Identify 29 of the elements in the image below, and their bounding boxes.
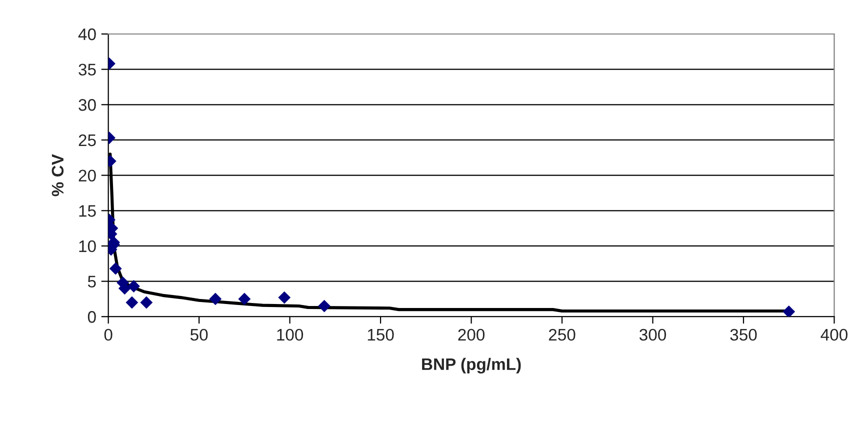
x-axis-title: BNP (pg/mL)	[422, 358, 521, 374]
x-tick-label: 300	[639, 328, 666, 341]
point	[278, 291, 291, 304]
point	[318, 300, 330, 312]
x-tick-label: 100	[277, 328, 304, 341]
x-tick-label: 0	[104, 328, 112, 341]
point	[109, 262, 122, 275]
x-tick-label: 350	[730, 328, 757, 341]
y-tick-label: 20	[78, 170, 96, 182]
x-tick-label: 200	[458, 328, 485, 341]
point	[140, 296, 153, 309]
point	[128, 280, 140, 292]
y-tick-label: 15	[79, 205, 96, 217]
x-tick-label: 150	[368, 328, 394, 341]
x-tick-label: 250	[548, 328, 576, 341]
point	[238, 292, 251, 306]
point	[782, 305, 796, 317]
y-tick-label: 35	[78, 64, 96, 76]
y-tick-label: 5	[88, 276, 96, 288]
y-tick-label: 10	[79, 240, 96, 252]
y-tick-label: 0	[88, 311, 96, 323]
y-tick-label: 40	[78, 28, 96, 40]
y-tick-label: 30	[78, 99, 96, 111]
point	[209, 292, 222, 306]
y-axis-title: % CV	[52, 154, 64, 196]
x-tick-label: 50	[190, 328, 208, 341]
point	[126, 296, 138, 309]
x-tick-label: 400	[820, 328, 848, 341]
y-tick-label: 25	[78, 134, 96, 146]
